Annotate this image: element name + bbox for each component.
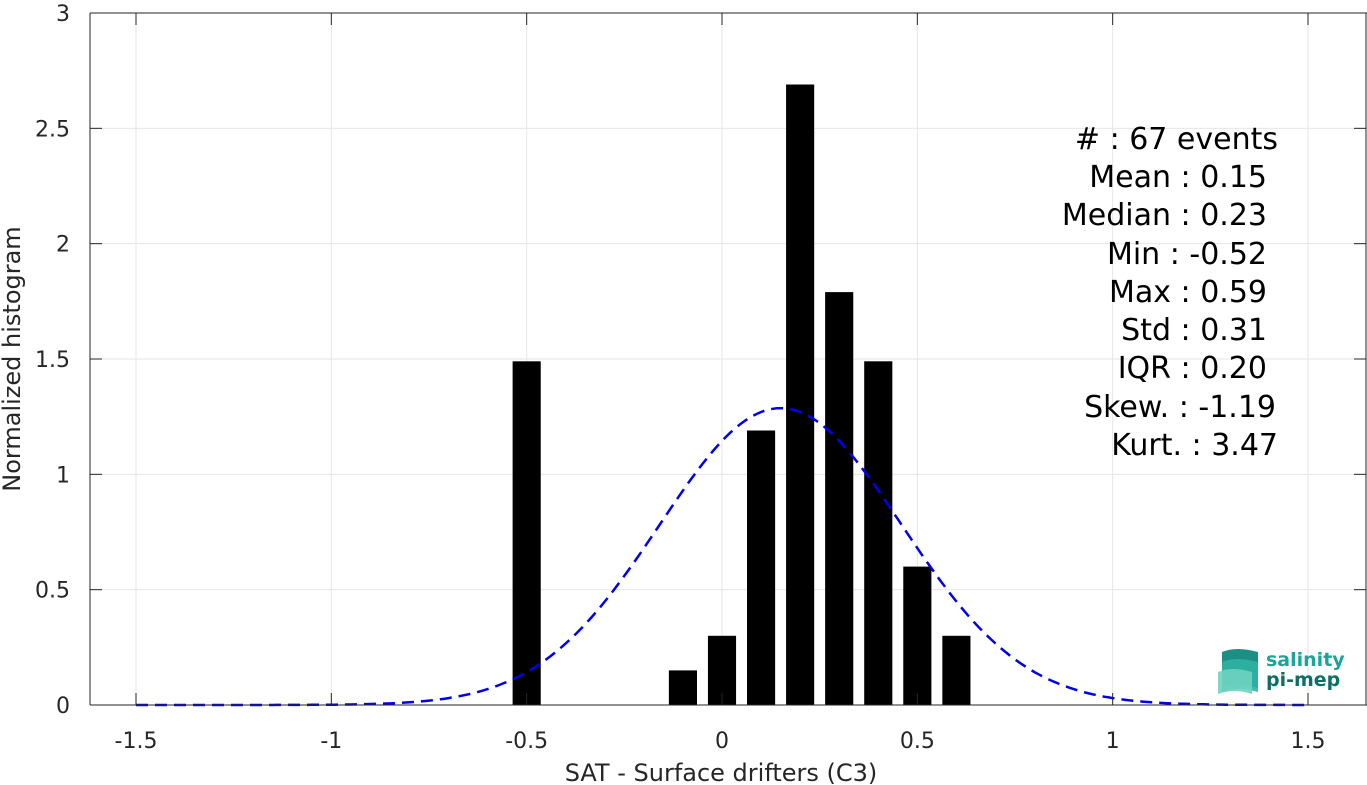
stat-max: Max : 0.59	[1109, 275, 1267, 310]
x-axis-label: SAT - Surface drifters (C3)	[565, 759, 878, 785]
axes	[89, 12, 1367, 706]
y-tick-labels: 0 0.5 1 1.5 2 2.5 3	[35, 2, 70, 719]
logo-line2: pi-mep	[1266, 669, 1340, 691]
y-axis-label: Normalized histogram	[0, 226, 26, 491]
stats-box: # : 67 events Mean : 0.15 Median : 0.23 …	[1062, 122, 1278, 463]
histogram-bar	[668, 670, 697, 705]
x-tick-label: -1.5	[115, 729, 158, 754]
stat-std: Std : 0.31	[1121, 313, 1267, 348]
histogram-bar	[864, 361, 893, 705]
stat-mean: Mean : 0.15	[1089, 160, 1267, 195]
histogram-bar	[903, 566, 932, 705]
stat-count: # : 67 events	[1075, 122, 1278, 157]
x-tick-label: 0.5	[900, 729, 935, 754]
histogram-bar	[942, 635, 971, 705]
x-tick-label: -1	[320, 729, 342, 754]
stat-min: Min : -0.52	[1107, 237, 1267, 272]
y-tick-label: 1.5	[35, 348, 70, 373]
y-tick-label: 2.5	[35, 117, 70, 142]
salinity-pimep-logo: salinity pi-mep	[1218, 649, 1345, 694]
wave-logo-icon	[1218, 649, 1258, 694]
stat-median: Median : 0.23	[1062, 198, 1267, 233]
y-tick-label: 0.5	[35, 579, 70, 604]
x-tick-label: 1.5	[1291, 729, 1326, 754]
stat-iqr: IQR : 0.20	[1118, 351, 1267, 386]
x-tick-label: -0.5	[505, 729, 548, 754]
stat-skew: Skew. : -1.19	[1084, 390, 1276, 425]
histogram-bar	[747, 430, 776, 705]
y-tick-label: 3	[56, 2, 70, 27]
logo-line1: salinity	[1266, 649, 1345, 671]
x-tick-label: 0	[715, 729, 729, 754]
histogram-bar	[512, 361, 541, 705]
histogram-bar	[786, 84, 815, 706]
x-tick-labels: -1.5 -1 -0.5 0 0.5 1 1.5	[115, 729, 1326, 754]
x-tick-label: 1	[1106, 729, 1120, 754]
y-tick-label: 1	[56, 463, 70, 488]
histogram-bar	[825, 292, 854, 705]
stat-kurt: Kurt. : 3.47	[1111, 428, 1278, 463]
histogram-bars	[512, 84, 971, 706]
y-tick-label: 0	[56, 694, 70, 719]
y-tick-label: 2	[56, 233, 70, 258]
